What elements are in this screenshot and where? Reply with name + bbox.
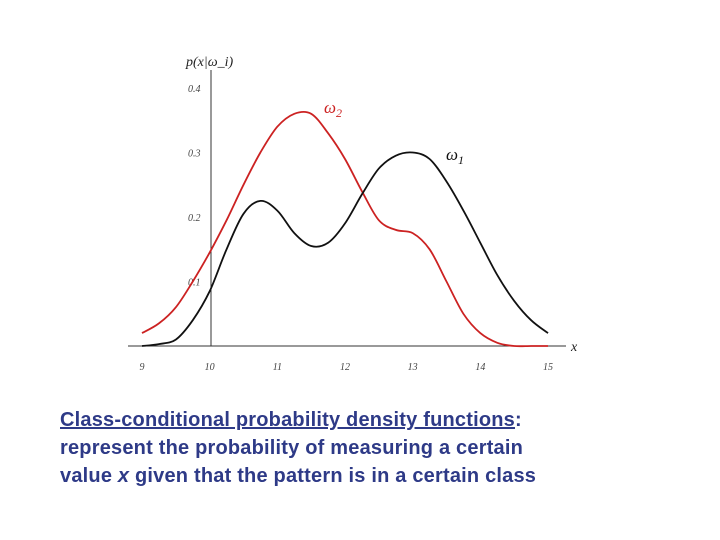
y-ticks: 0.1 0.2 0.3 0.4 xyxy=(188,84,201,289)
caption-variable-x: x xyxy=(117,465,130,487)
x-tick-label: 9 xyxy=(140,362,145,373)
x-axis-label: x xyxy=(570,340,578,355)
series-label-1: ω2 xyxy=(324,98,342,120)
caption-line-3-pre: value xyxy=(60,465,118,487)
series-line-2 xyxy=(141,151,549,347)
series-group: ω2 ω1 xyxy=(141,98,549,348)
caption-colon: : xyxy=(515,409,522,431)
axes: 9 10 11 12 13 14 15 0.1 0.2 0.3 0.4 x p(x|ω_i) xyxy=(128,55,578,373)
density-chart: 9 10 11 12 13 14 15 0.1 0.2 0.3 0.4 x p(x|ω_i) ω2… xyxy=(128,55,578,373)
x-tick-label: 12 xyxy=(340,362,350,373)
x-tick-label: 15 xyxy=(543,362,553,373)
y-axis-label: p(x|ω_i) xyxy=(185,55,233,70)
x-tick-label: 11 xyxy=(273,362,282,373)
caption-line-2: represent the probability of measuring a… xyxy=(60,437,524,459)
series-line-1 xyxy=(141,110,548,348)
y-tick-label: 0.2 xyxy=(188,213,201,224)
caption: Class-conditional probability density fu… xyxy=(60,406,700,490)
y-tick-label: 0.3 xyxy=(188,149,201,160)
series-label-2: ω1 xyxy=(446,145,464,167)
caption-line-3-post: given that the pattern is in a certain c… xyxy=(129,465,537,487)
x-tick-label: 10 xyxy=(205,362,215,373)
y-tick-label: 0.1 xyxy=(188,278,201,289)
y-tick-label: 0.4 xyxy=(188,84,201,95)
caption-term: Class-conditional probability density fu… xyxy=(60,409,515,431)
x-tick-label: 13 xyxy=(408,362,418,373)
x-ticks: 9 10 11 12 13 14 15 xyxy=(140,362,554,373)
x-tick-label: 14 xyxy=(475,362,485,373)
